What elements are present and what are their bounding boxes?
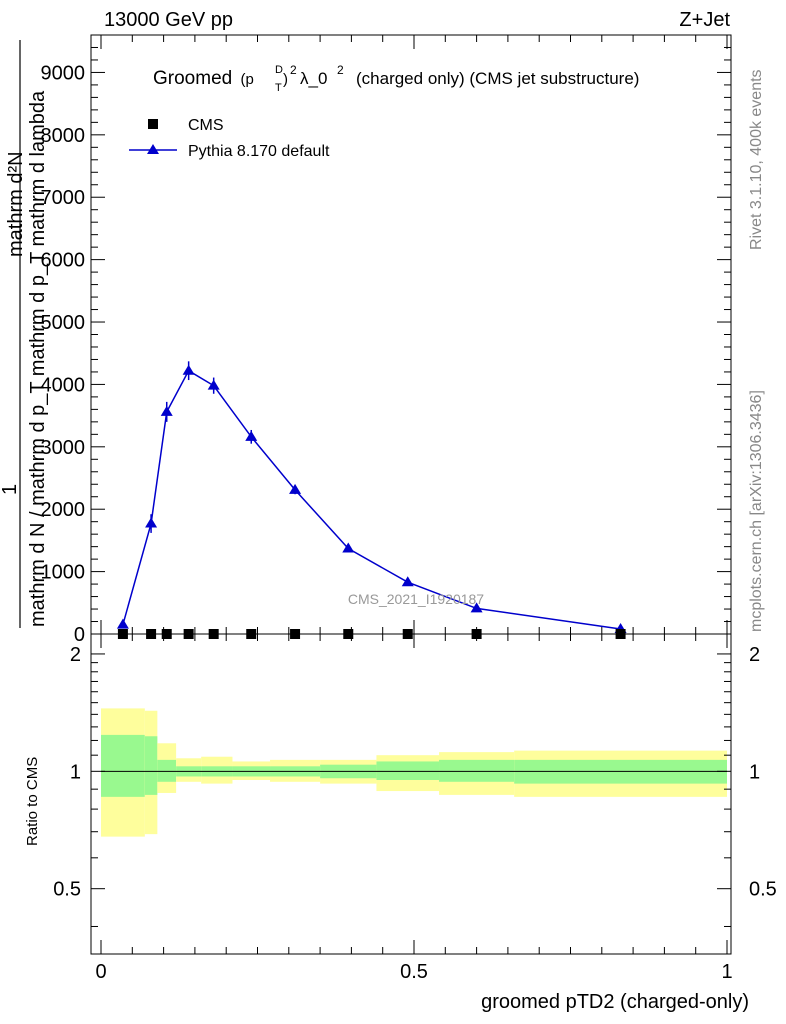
ylabel-numerator: 1 [0,484,21,495]
pythia-point [116,618,129,629]
main-ytick-label: 5000 [41,312,86,334]
ratio-ylabel: Ratio to CMS [24,757,41,846]
legend-pythia-marker [147,144,159,154]
pythia-point [289,483,302,494]
ratio-ytick-label-right: 0.5 [749,879,777,901]
main-ytick-label: 7000 [41,187,86,209]
xlabel: groomed pTD2 (charged-only) [481,991,749,1013]
pythia-point [245,430,258,441]
title-sup-2b: 2 [337,63,344,77]
chart-title: Groomed (p D T ) 2 λ_0 2 (charged only) … [153,63,639,94]
title-pt: (p [240,71,253,88]
ratio-x-ticks: 0 0.5 1 [95,634,733,983]
ratio-band-green [144,736,158,795]
ratio-band-green [101,734,145,797]
ratio-frame [90,633,732,955]
main-panel: 0 1000 2000 3000 4000 5000 6000 7000 8000 9000 Gr… [0,34,732,646]
main-y-ticks: 0 1000 2000 3000 4000 5000 6000 7000 8000 9000 [41,34,731,646]
title-sub-t: T [275,82,282,94]
main-ylabel: mathrm d²N 1 mathrm d N / mathrm d p_T m… [0,40,49,628]
ratio-ytick-label: 0.5 [53,879,81,901]
ylabel-denominator: mathrm d N / mathrm d p_T mathrm d p_T m… [27,90,49,627]
title-suffix: (charged only) (CMS jet substructure) [356,69,639,88]
main-ytick-label: 3000 [41,437,86,459]
title-close: ) [283,71,288,88]
ratio-xtick-label: 0.5 [400,961,428,983]
mcplots-label: mcplots.cern.ch [arXiv:1306.3436] [748,390,765,632]
ratio-xtick-label: 0 [95,961,106,983]
pythia-point [342,542,355,553]
ratio-ytick-label: 2 [70,644,81,666]
svg-text:Groomed (p: Groomed (p [153,68,254,89]
main-ytick-label: 8000 [41,125,86,147]
title-sup-2: 2 [290,63,297,77]
main-ytick-label: 1000 [41,562,86,584]
ratio-ytick-label-right: 2 [749,644,760,666]
ratio-ytick-label: 1 [70,761,81,783]
ylabel-over: mathrm d²N [5,151,27,257]
legend-cms-label: CMS [188,117,224,134]
main-ytick-label: 9000 [41,62,86,84]
ratio-xtick-label: 1 [721,961,732,983]
ratio-panel: 0.5 0.51 12 2 0 0.5 1 Ratio to CMS groomed pT… [24,633,777,1013]
main-ytick-label: 2000 [41,499,86,521]
title-prefix: Groomed [153,68,232,89]
main-ytick-label: 0 [74,624,85,646]
pythia-point [145,517,158,528]
ratio-bands [101,708,727,837]
pythia-point [182,364,195,375]
legend-pythia-label: Pythia 8.170 default [188,143,330,160]
ratio-band-green [376,761,440,781]
pythia-point [401,576,414,587]
legend: CMS Pythia 8.170 default [129,117,330,160]
ratio-ytick-label-right: 1 [749,761,760,783]
title-sup-d: D [275,64,283,76]
main-x-ticks [100,35,728,634]
watermark: CMS_2021_I1920187 [348,591,484,607]
header-right: Z+Jet [679,9,730,31]
ratio-y-ticks: 0.5 0.5 1 1 2 2 [53,644,777,927]
legend-cms-marker [148,119,158,129]
title-lambda: λ_0 [300,69,327,88]
pythia-point [207,379,220,390]
main-ytick-label: 4000 [41,374,86,396]
pythia-point [470,602,483,613]
header-left: 13000 GeV pp [104,9,233,31]
rivet-label: Rivet 3.1.10, 400k events [748,69,765,250]
pythia-point [160,405,173,416]
main-ytick-label: 6000 [41,250,86,272]
main-frame [90,34,732,635]
